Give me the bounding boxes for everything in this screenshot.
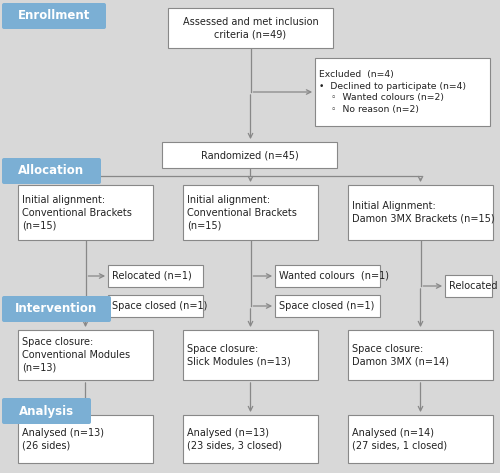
Text: Intervention: Intervention: [16, 303, 98, 315]
Bar: [18, 185, 153, 240]
Text: Excluded  (n=4)
•  Declined to participate (n=4)
    ◦  Wanted colours (n=2)
   : Excluded (n=4) • Declined to participate…: [319, 70, 466, 114]
FancyBboxPatch shape: [2, 158, 101, 184]
Bar: [445, 275, 492, 297]
Text: Space closure:
Slick Modules (n=13): Space closure: Slick Modules (n=13): [187, 343, 291, 367]
Text: Space closed (n=1): Space closed (n=1): [112, 301, 208, 311]
Bar: [348, 330, 493, 380]
Bar: [348, 415, 493, 463]
Bar: [18, 415, 153, 463]
Text: Wanted colours  (n=1): Wanted colours (n=1): [279, 271, 389, 281]
Bar: [18, 330, 153, 380]
Text: Enrollment: Enrollment: [18, 9, 90, 23]
Text: Relocated (n=1): Relocated (n=1): [112, 271, 192, 281]
Bar: [183, 330, 318, 380]
Text: Space closed (n=1): Space closed (n=1): [279, 301, 374, 311]
Bar: [315, 58, 490, 126]
Text: Analysis: Analysis: [19, 404, 74, 418]
FancyBboxPatch shape: [2, 296, 111, 322]
Text: Space closure:
Conventional Modules
(n=13): Space closure: Conventional Modules (n=1…: [22, 337, 130, 373]
Text: Allocation: Allocation: [18, 165, 84, 177]
Bar: [108, 265, 203, 287]
Bar: [108, 295, 203, 317]
Bar: [348, 185, 493, 240]
Text: Assessed and met inclusion
criteria (n=49): Assessed and met inclusion criteria (n=4…: [182, 17, 318, 39]
Text: Initial alignment:
Conventional Brackets
(n=15): Initial alignment: Conventional Brackets…: [22, 195, 132, 230]
Text: Space closure:
Damon 3MX (n=14): Space closure: Damon 3MX (n=14): [352, 343, 449, 367]
Bar: [275, 265, 380, 287]
Text: Analysed (n=14)
(27 sides, 1 closed): Analysed (n=14) (27 sides, 1 closed): [352, 428, 447, 450]
Text: Initial Alignment:
Damon 3MX Brackets (n=15): Initial Alignment: Damon 3MX Brackets (n…: [352, 201, 494, 224]
FancyBboxPatch shape: [2, 398, 91, 424]
Bar: [275, 295, 380, 317]
Text: Relocated (n=1): Relocated (n=1): [449, 281, 500, 291]
Text: Analysed (n=13)
(26 sides): Analysed (n=13) (26 sides): [22, 428, 104, 450]
Bar: [183, 185, 318, 240]
Bar: [183, 415, 318, 463]
Bar: [168, 8, 333, 48]
FancyBboxPatch shape: [2, 3, 106, 29]
Text: Initial alignment:
Conventional Brackets
(n=15): Initial alignment: Conventional Brackets…: [187, 195, 297, 230]
Text: Analysed (n=13)
(23 sides, 3 closed): Analysed (n=13) (23 sides, 3 closed): [187, 428, 282, 450]
Text: Randomized (n=45): Randomized (n=45): [200, 150, 298, 160]
Bar: [162, 142, 337, 168]
